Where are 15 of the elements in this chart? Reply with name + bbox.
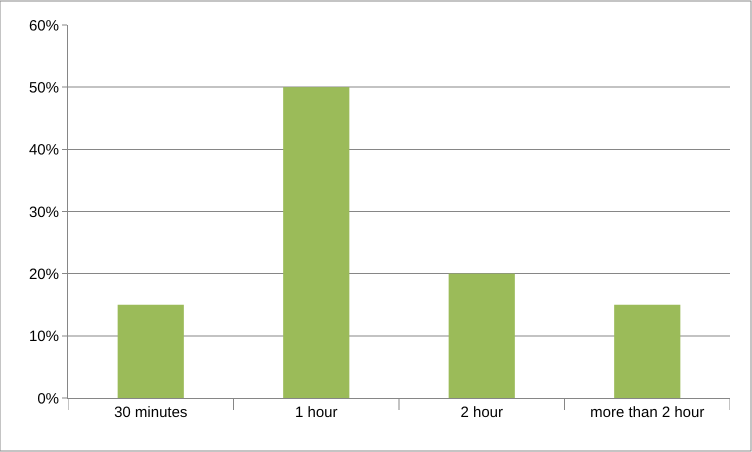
y-tick-label: 10%: [28, 328, 59, 346]
bar: [448, 274, 515, 398]
x-tick-label: 2 hour: [460, 404, 504, 421]
y-tick-label: 0%: [37, 390, 59, 408]
bar: [118, 304, 184, 398]
y-tick-label: 40%: [28, 142, 59, 159]
x-tick-label: more than 2 hour: [590, 404, 704, 421]
y-tick-label: 60%: [28, 17, 59, 34]
y-tick-label: 20%: [28, 266, 59, 283]
y-tick-label: 30%: [28, 204, 59, 221]
x-tick-label: 1 hour: [294, 404, 338, 421]
bar: [283, 87, 350, 398]
x-tick-label: 30 minutes: [114, 404, 188, 421]
bar: [614, 304, 680, 398]
y-tick-label: 50%: [28, 79, 59, 96]
